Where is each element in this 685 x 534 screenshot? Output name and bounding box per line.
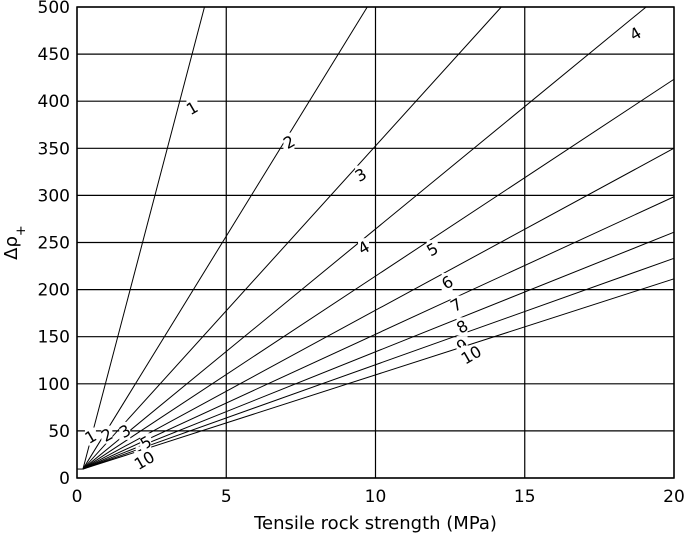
contour-label: 4: [626, 23, 644, 45]
contour-label: 4: [355, 237, 373, 259]
contour-label-bg: [441, 273, 453, 292]
contour-label: 2: [280, 131, 298, 153]
series-line-3: [82, 6, 502, 470]
y-tick-label: 250: [38, 234, 70, 254]
y-tick-label: 200: [38, 281, 70, 301]
contour-label: 7: [447, 294, 465, 316]
x-axis-label: Tensile rock strength (MPa): [253, 513, 497, 534]
y-tick-label: 450: [38, 45, 70, 65]
y-tick-label: 300: [38, 186, 70, 206]
x-tick-label: 15: [514, 487, 536, 507]
series-line-2: [82, 6, 368, 470]
contour-label-bg: [140, 433, 152, 452]
contour-label-bg: [186, 98, 198, 117]
x-tick-label: 0: [72, 487, 83, 507]
series-line-10: [82, 278, 675, 470]
contour-label-bg: [84, 427, 96, 446]
contour-label-bg: [426, 240, 438, 259]
series-line-9: [82, 257, 675, 470]
contour-label-bg: [450, 295, 462, 314]
plot-frame: [76, 6, 675, 479]
contour-label-bg: [358, 238, 370, 257]
series-line-5: [82, 78, 675, 470]
contour-label-bg: [629, 24, 641, 43]
contour-label: 3: [352, 164, 370, 186]
x-tick-label: 10: [365, 487, 387, 507]
y-tick-label: 0: [59, 469, 70, 489]
series-line-7: [82, 196, 675, 470]
series-lines: [77, 6, 675, 470]
y-tick-label: 150: [38, 328, 70, 348]
contour-label-bg: [456, 336, 468, 355]
grid-layer: [76, 6, 675, 479]
contour-label: 8: [453, 316, 471, 338]
contour-label-bg: [456, 317, 468, 336]
y-tick-label: 50: [48, 422, 70, 442]
series-line-4: [82, 6, 647, 470]
contour-label-bg: [119, 421, 131, 440]
y-tick-label: 400: [38, 92, 70, 112]
series-line-8: [82, 231, 675, 470]
y-axis-label: Δρ+: [1, 225, 29, 260]
y-axis-label-subscript: +: [14, 225, 29, 236]
x-tick-label: 20: [663, 487, 685, 507]
y-tick-label: 100: [38, 375, 70, 395]
y-tick-label: 350: [38, 139, 70, 159]
y-axis-label-base: Δρ: [1, 236, 22, 260]
contour-label-bg: [283, 132, 295, 151]
contour-label-bg: [461, 345, 482, 364]
y-tick-label: 500: [38, 0, 70, 18]
contour-label-bg: [134, 451, 155, 470]
x-tick-label: 5: [221, 487, 232, 507]
series-line-6: [82, 147, 675, 470]
contour-label-bg: [101, 425, 113, 444]
contour-label-bg: [355, 165, 367, 184]
series-line-1: [82, 6, 205, 470]
contour-labels: 1234456789101235510: [82, 23, 645, 474]
